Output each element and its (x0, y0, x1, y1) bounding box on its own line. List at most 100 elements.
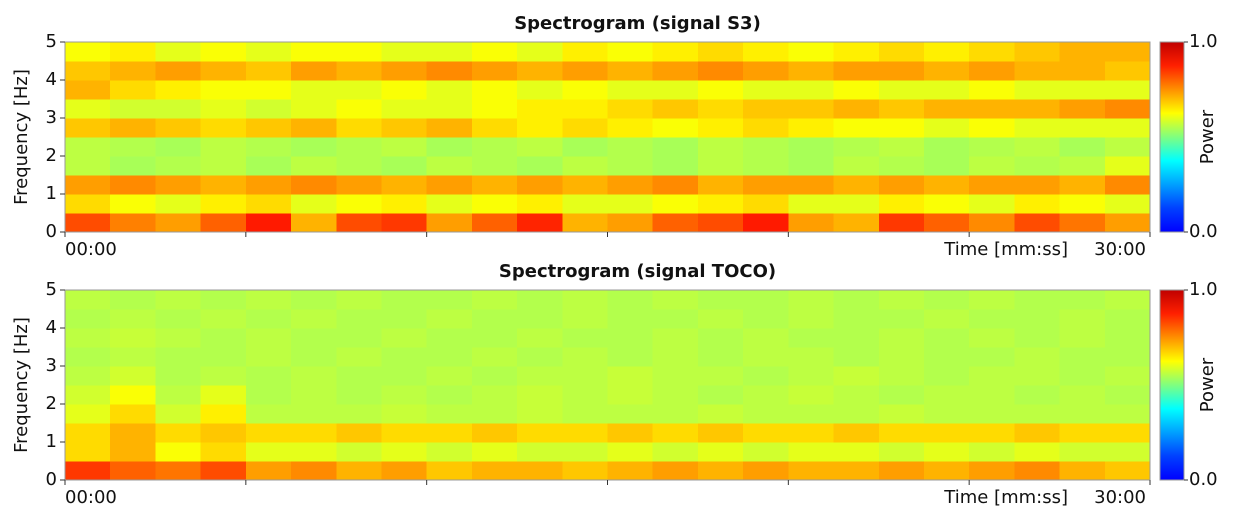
cell (608, 347, 654, 367)
cell (517, 156, 563, 176)
cell (924, 156, 970, 176)
cell (1060, 118, 1106, 138)
cell (653, 175, 699, 195)
cell (201, 347, 247, 367)
cell (1060, 156, 1106, 176)
cell (110, 423, 156, 443)
cell (1060, 137, 1106, 157)
cell (1060, 99, 1106, 119)
cell (65, 366, 111, 386)
cell (562, 366, 608, 386)
cell (427, 328, 473, 348)
cell (1060, 290, 1106, 310)
cell (834, 118, 880, 138)
cell (155, 461, 201, 481)
cell (336, 461, 382, 481)
cell (834, 194, 880, 214)
cell (155, 61, 201, 81)
cell (1060, 328, 1106, 348)
cell (381, 385, 427, 405)
cell (879, 194, 925, 214)
cell (788, 328, 834, 348)
colorbar-tick-label: 0.0 (1189, 469, 1218, 490)
cell (969, 61, 1015, 81)
cell (381, 309, 427, 329)
cell (1014, 118, 1060, 138)
cell (517, 347, 563, 367)
cell (155, 385, 201, 405)
cell (834, 347, 880, 367)
cell (427, 366, 473, 386)
cell (1014, 61, 1060, 81)
cell (743, 175, 789, 195)
cell (110, 347, 156, 367)
cell (517, 137, 563, 157)
colorbar (1160, 42, 1184, 232)
cell (743, 404, 789, 424)
cell (608, 156, 654, 176)
cell (788, 385, 834, 405)
cell (201, 404, 247, 424)
cell (879, 385, 925, 405)
cell (562, 42, 608, 62)
cell (155, 347, 201, 367)
colorbar-tick-label: 1.0 (1189, 31, 1218, 52)
cell (562, 328, 608, 348)
cell (65, 61, 111, 81)
cell (608, 194, 654, 214)
cell (562, 213, 608, 233)
cell (65, 461, 111, 481)
cell (246, 156, 292, 176)
cell (517, 99, 563, 119)
cell (788, 290, 834, 310)
cell (246, 309, 292, 329)
cell (381, 366, 427, 386)
cell (924, 118, 970, 138)
cell (924, 366, 970, 386)
cell (1105, 213, 1151, 233)
cell (969, 137, 1015, 157)
cell (608, 42, 654, 62)
cell (1105, 194, 1151, 214)
cell (201, 290, 247, 310)
cell (743, 309, 789, 329)
cell (834, 404, 880, 424)
cell (1060, 61, 1106, 81)
cell (427, 80, 473, 100)
cell (65, 290, 111, 310)
cell (1014, 80, 1060, 100)
cell (562, 118, 608, 138)
cell (879, 366, 925, 386)
cell (336, 442, 382, 462)
cell (155, 80, 201, 100)
cell (246, 175, 292, 195)
cell (743, 99, 789, 119)
cell (969, 442, 1015, 462)
cell (698, 194, 744, 214)
cell (291, 290, 337, 310)
cell (653, 461, 699, 481)
cell (1014, 194, 1060, 214)
x-tick-label: 00:00 (65, 487, 117, 508)
cell (1060, 80, 1106, 100)
cell (336, 423, 382, 443)
cell (653, 328, 699, 348)
cell (834, 156, 880, 176)
cell (879, 347, 925, 367)
cell (291, 328, 337, 348)
cell (110, 328, 156, 348)
y-tick-label: 5 (46, 279, 57, 300)
cell (246, 137, 292, 157)
cell (562, 442, 608, 462)
cell (291, 137, 337, 157)
cell (155, 404, 201, 424)
cell (834, 423, 880, 443)
cell (65, 80, 111, 100)
cell (472, 290, 518, 310)
cell (879, 175, 925, 195)
cell (698, 309, 744, 329)
cell (1105, 404, 1151, 424)
cell (1105, 366, 1151, 386)
cell (1060, 194, 1106, 214)
figure: Spectrogram (signal S3)012345Frequency [… (0, 0, 1238, 510)
